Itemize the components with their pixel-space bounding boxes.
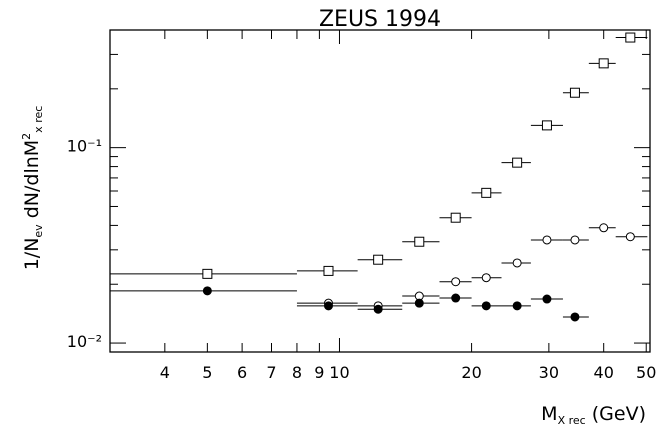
marker [542, 235, 552, 245]
x-tick-label: 7 [266, 363, 276, 382]
marker [599, 223, 609, 233]
marker [569, 87, 580, 98]
marker [598, 58, 609, 69]
marker [373, 254, 384, 265]
marker [202, 286, 212, 296]
y-axis-label-part: 1/N [21, 238, 43, 271]
marker [625, 232, 635, 242]
x-axis-label-part: X rec [558, 414, 586, 427]
y-axis-label-part: dN/dlnM [21, 140, 43, 225]
marker [512, 258, 522, 268]
marker [323, 301, 333, 311]
x-tick-label: 20 [461, 363, 481, 382]
x-axis-label-part: M [541, 403, 557, 425]
y-tick-label: 10⁻² [67, 332, 102, 351]
x-tick-label: 5 [202, 363, 212, 382]
y-axis-label: 1/Nev dN/dlnM2x rec [20, 106, 45, 271]
marker [450, 212, 461, 223]
marker [541, 120, 552, 131]
marker [542, 294, 552, 304]
marker [570, 312, 580, 322]
marker [414, 236, 425, 247]
x-tick-label: 8 [292, 363, 302, 382]
marker [451, 277, 461, 287]
x-axis-label-part: (GeV) [586, 403, 646, 425]
marker [481, 273, 491, 283]
y-axis-label-part: ev [32, 224, 45, 238]
x-tick-label: 10 [329, 363, 349, 382]
x-tick-label: 6 [237, 363, 247, 382]
x-tick-label: 9 [314, 363, 324, 382]
x-tick-label: 50 [636, 363, 656, 382]
marker [570, 235, 580, 245]
chart-title: ZEUS 1994 [319, 7, 441, 32]
marker [373, 304, 383, 314]
x-tick-label: 4 [160, 363, 170, 382]
x-tick-label: 30 [539, 363, 559, 382]
marker [414, 298, 424, 308]
marker [323, 265, 334, 276]
y-axis-label-part: x rec [32, 106, 45, 133]
marker [512, 157, 523, 168]
marker [202, 268, 213, 279]
y-axis-label-part: 2 [20, 133, 33, 140]
marker [451, 293, 461, 303]
marker [625, 32, 636, 43]
marker [481, 301, 491, 311]
x-axis-label: MX rec (GeV) [541, 403, 646, 427]
x-tick-label: 40 [594, 363, 614, 382]
y-tick-label: 10⁻¹ [67, 137, 102, 156]
marker [512, 301, 522, 311]
marker [481, 187, 492, 198]
